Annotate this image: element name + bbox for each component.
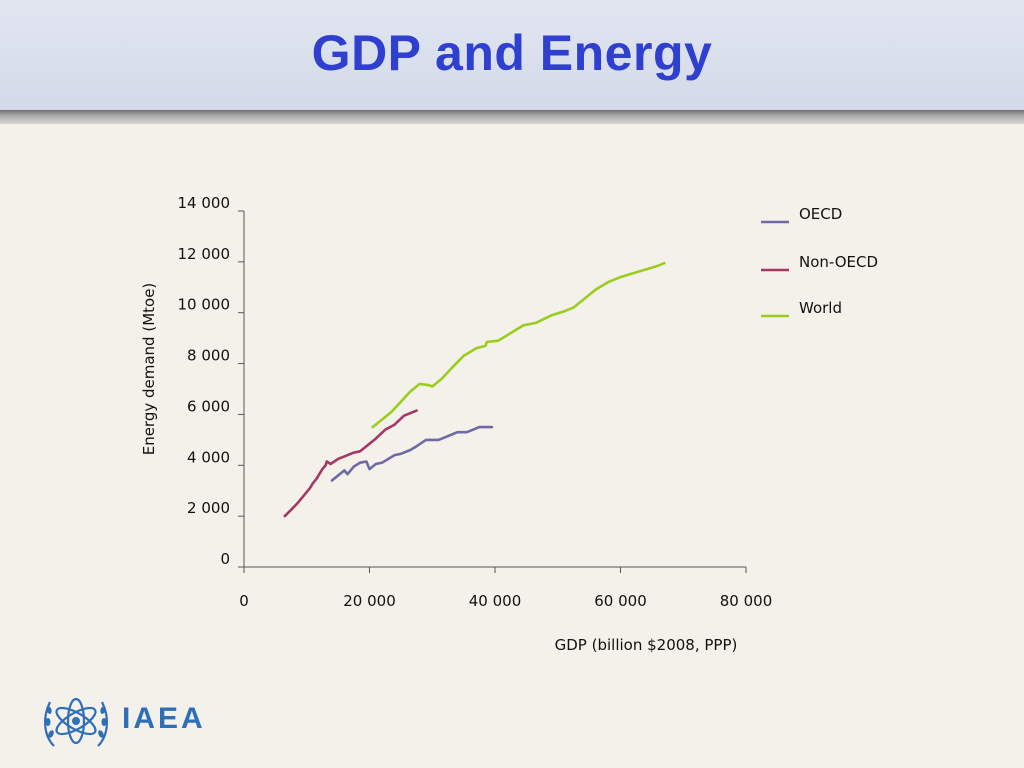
slide-header (0, 0, 1024, 112)
y-tick-label: 12 000 (178, 245, 231, 263)
series-line-non-oecd (283, 409, 418, 518)
header-shadow-band (0, 110, 1024, 124)
x-tick-label: 20 000 (343, 592, 396, 610)
y-tick-label: 8 000 (187, 347, 230, 365)
x-tick-label: 80 000 (720, 592, 773, 610)
y-tick-label: 0 (220, 550, 230, 568)
y-axis-label: Energy demand (Mtoe) (140, 283, 158, 456)
series-line-oecd (330, 425, 494, 482)
logo-text: IAEA (122, 702, 206, 735)
x-tick-label: 60 000 (594, 592, 647, 610)
iaea-logo-icon (44, 697, 108, 747)
slide-title: GDP and Energy (311, 25, 713, 81)
y-tick-label: 14 000 (178, 194, 231, 212)
y-tick-label: 4 000 (187, 448, 230, 466)
legend-label-oecd: OECD (799, 205, 842, 223)
series-line-world (371, 261, 666, 429)
y-tick-label: 6 000 (187, 397, 230, 415)
y-tick-label: 10 000 (178, 296, 231, 314)
x-tick-label: 40 000 (469, 592, 522, 610)
legend-label-non-oecd: Non-OECD (799, 253, 878, 271)
y-tick-label: 2 000 (187, 499, 230, 517)
x-tick-label: 0 (239, 592, 249, 610)
legend-label-world: World (799, 299, 842, 317)
x-axis-label: GDP (billion $2008, PPP) (555, 636, 738, 654)
